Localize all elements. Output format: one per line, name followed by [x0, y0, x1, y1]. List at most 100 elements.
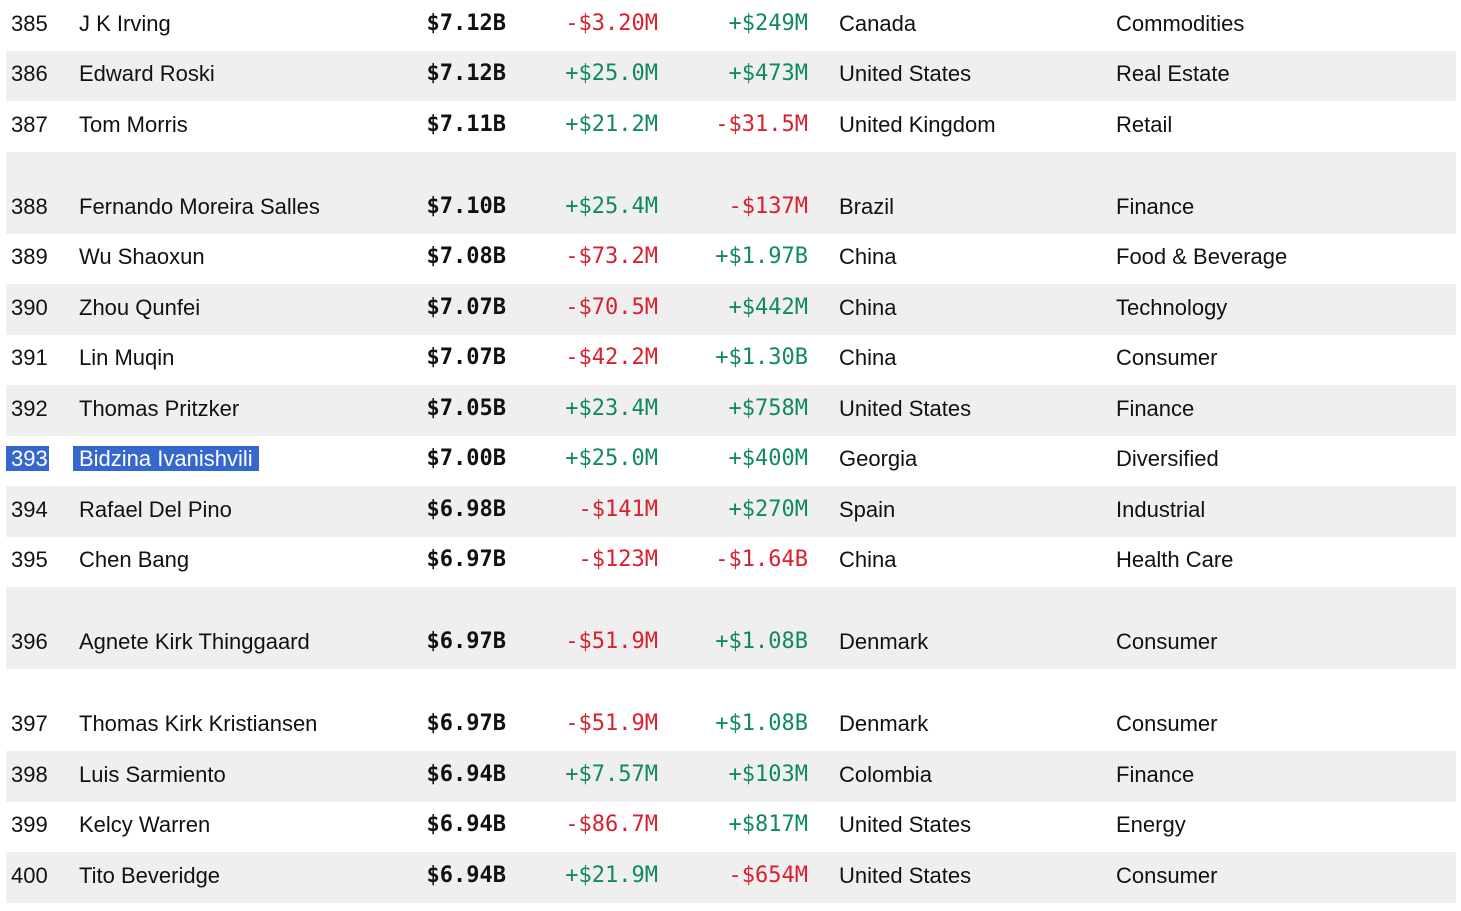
rank-cell: 390: [11, 294, 48, 320]
name-cell[interactable]: Luis Sarmiento: [79, 761, 226, 787]
table-row[interactable]: 388 Fernando Moreira Salles $7.10B +$25.4M -…: [6, 151, 1456, 234]
name-cell[interactable]: Zhou Qunfei: [79, 294, 201, 320]
rank-cell: 388: [11, 193, 48, 219]
country-cell: Canada: [839, 10, 917, 36]
table-row[interactable]: 399 Kelcy Warren $6.94B -$86.7M +$817M United…: [6, 802, 1456, 853]
ytd-change-cell: -$31.5M: [715, 111, 808, 137]
table-row[interactable]: 396 Agnete Kirk Thinggaard $6.97B -$51.9M +$…: [6, 587, 1456, 669]
table-row[interactable]: 386 Edward Roski $7.12B +$25.0M +$473M United…: [6, 50, 1456, 101]
net-worth-cell: $6.98B: [426, 496, 506, 522]
net-worth-cell: $7.08B: [426, 244, 506, 269]
name-cell[interactable]: Tom Morris: [79, 111, 188, 137]
net-worth-cell: $7.10B: [426, 193, 506, 219]
industry-cell: Commodities: [1116, 10, 1245, 36]
name-cell[interactable]: Chen Bang: [79, 547, 190, 572]
country-cell: Colombia: [839, 761, 932, 787]
country-cell: United States: [839, 812, 972, 837]
last-change-cell: +$25.4M: [565, 193, 658, 219]
name-cell[interactable]: Edward Roski: [79, 61, 215, 86]
table-row[interactable]: 385 J K Irving $7.12B -$3.20M +$249M Canada Co…: [6, 0, 1456, 51]
industry-cell: Consumer: [1116, 862, 1218, 888]
country-cell: Denmark: [839, 711, 929, 736]
country-cell: China: [839, 294, 897, 320]
net-worth-cell: $7.00B: [426, 446, 506, 471]
net-worth-cell: $6.94B: [426, 862, 506, 888]
last-change-cell: +$21.2M: [565, 111, 658, 137]
ytd-change-cell: -$1.64B: [715, 547, 808, 572]
last-change-cell: -$86.7M: [565, 812, 658, 837]
ytd-change-cell: +$442M: [728, 294, 808, 320]
billionaires-table: 385 J K Irving $7.12B -$3.20M +$249M Canada Co…: [6, 0, 1456, 903]
ytd-change-cell: +$1.30B: [715, 345, 808, 370]
net-worth-cell: $6.94B: [426, 812, 506, 837]
industry-cell: Consumer: [1116, 711, 1218, 736]
country-cell: United States: [839, 862, 972, 888]
ytd-change-cell: +$249M: [728, 10, 808, 36]
last-change-cell: +$21.9M: [565, 862, 658, 888]
name-cell[interactable]: Rafael Del Pino: [79, 496, 232, 522]
table-row[interactable]: 394 Rafael Del Pino $6.98B -$141M +$270M Spai…: [6, 486, 1456, 537]
table-row[interactable]: 400 Tito Beveridge $6.94B +$21.9M -$654M Unit…: [6, 852, 1456, 903]
ytd-change-cell: +$817M: [728, 812, 808, 837]
industry-cell: Health Care: [1116, 547, 1234, 572]
table-row[interactable]: 398 Luis Sarmiento $6.94B +$7.57M +$103M Colo…: [6, 751, 1456, 802]
last-change-cell: -$141M: [578, 496, 658, 522]
net-worth-cell: $7.07B: [426, 294, 506, 320]
name-cell[interactable]: Wu Shaoxun: [79, 244, 205, 269]
industry-cell: Finance: [1116, 193, 1195, 219]
name-cell[interactable]: Lin Muqin: [79, 345, 175, 370]
country-cell: United States: [839, 395, 972, 421]
net-worth-cell: $7.05B: [426, 395, 506, 421]
table-row[interactable]: 397 Thomas Kirk Kristiansen $6.97B -$51.9M +…: [6, 669, 1456, 751]
name-cell[interactable]: Bidzina Ivanishvili: [73, 443, 379, 474]
last-change-cell: +$23.4M: [565, 395, 658, 421]
ytd-change-cell: +$1.97B: [715, 244, 808, 269]
net-worth-cell: $7.12B: [426, 61, 506, 86]
name-cell[interactable]: J K Irving: [79, 10, 171, 36]
name-cell[interactable]: Fernando Moreira Salles: [79, 193, 320, 219]
table-row[interactable]: 393 Bidzina Ivanishvili $7.00B +$25.0M +$400…: [6, 436, 1456, 487]
net-worth-cell: $6.97B: [426, 547, 506, 572]
net-worth-cell: $7.11B: [426, 111, 506, 137]
rank-cell: 385: [11, 10, 48, 36]
last-change-cell: -$3.20M: [565, 10, 658, 36]
table-row[interactable]: 387 Tom Morris $7.11B +$21.2M -$31.5M United …: [6, 101, 1456, 152]
industry-cell: Energy: [1116, 812, 1186, 837]
ytd-change-cell: +$1.08B: [715, 629, 808, 654]
country-cell: United Kingdom: [839, 111, 996, 137]
rank-cell: 393: [6, 444, 49, 474]
rank-cell: 400: [11, 862, 48, 888]
table-row[interactable]: 391 Lin Muqin $7.07B -$42.2M +$1.30B China Con…: [6, 335, 1456, 386]
rank-cell: 399: [11, 812, 48, 837]
name-cell[interactable]: Agnete Kirk Thinggaard: [79, 629, 310, 654]
rank-cell: 389: [11, 244, 48, 269]
table-row[interactable]: 390 Zhou Qunfei $7.07B -$70.5M +$442M China Te…: [6, 284, 1456, 335]
industry-cell: Finance: [1116, 761, 1195, 787]
table-row[interactable]: 389 Wu Shaoxun $7.08B -$73.2M +$1.97B China Fo…: [6, 234, 1456, 285]
name-cell[interactable]: Tito Beveridge: [79, 862, 221, 888]
table-row[interactable]: 392 Thomas Pritzker $7.05B +$23.4M +$758M Uni…: [6, 385, 1456, 436]
rank-cell: 391: [11, 345, 48, 370]
last-change-cell: +$25.0M: [565, 446, 658, 471]
rank-cell: 387: [11, 111, 48, 137]
industry-cell: Consumer: [1116, 345, 1218, 370]
net-worth-cell: $6.94B: [426, 761, 506, 787]
table-row[interactable]: 395 Chen Bang $6.97B -$123M -$1.64B China Heal…: [6, 537, 1456, 588]
name-cell[interactable]: Thomas Pritzker: [79, 395, 240, 421]
rank-cell: 398: [11, 761, 48, 787]
country-cell: Denmark: [839, 629, 929, 654]
rank-cell: 396: [11, 629, 48, 654]
last-change-cell: -$51.9M: [565, 629, 658, 654]
ytd-change-cell: +$270M: [728, 496, 808, 522]
country-cell: China: [839, 244, 897, 269]
last-change-cell: +$7.57M: [565, 761, 658, 787]
rank-cell: 386: [11, 61, 48, 86]
ytd-change-cell: -$654M: [728, 862, 808, 888]
net-worth-cell: $7.12B: [426, 10, 506, 36]
country-cell: China: [839, 345, 897, 370]
ytd-change-cell: +$473M: [728, 61, 808, 86]
name-cell[interactable]: Thomas Kirk Kristiansen: [79, 711, 318, 736]
name-cell[interactable]: Kelcy Warren: [79, 812, 211, 837]
country-cell: Brazil: [839, 193, 895, 219]
industry-cell: Finance: [1116, 395, 1195, 421]
